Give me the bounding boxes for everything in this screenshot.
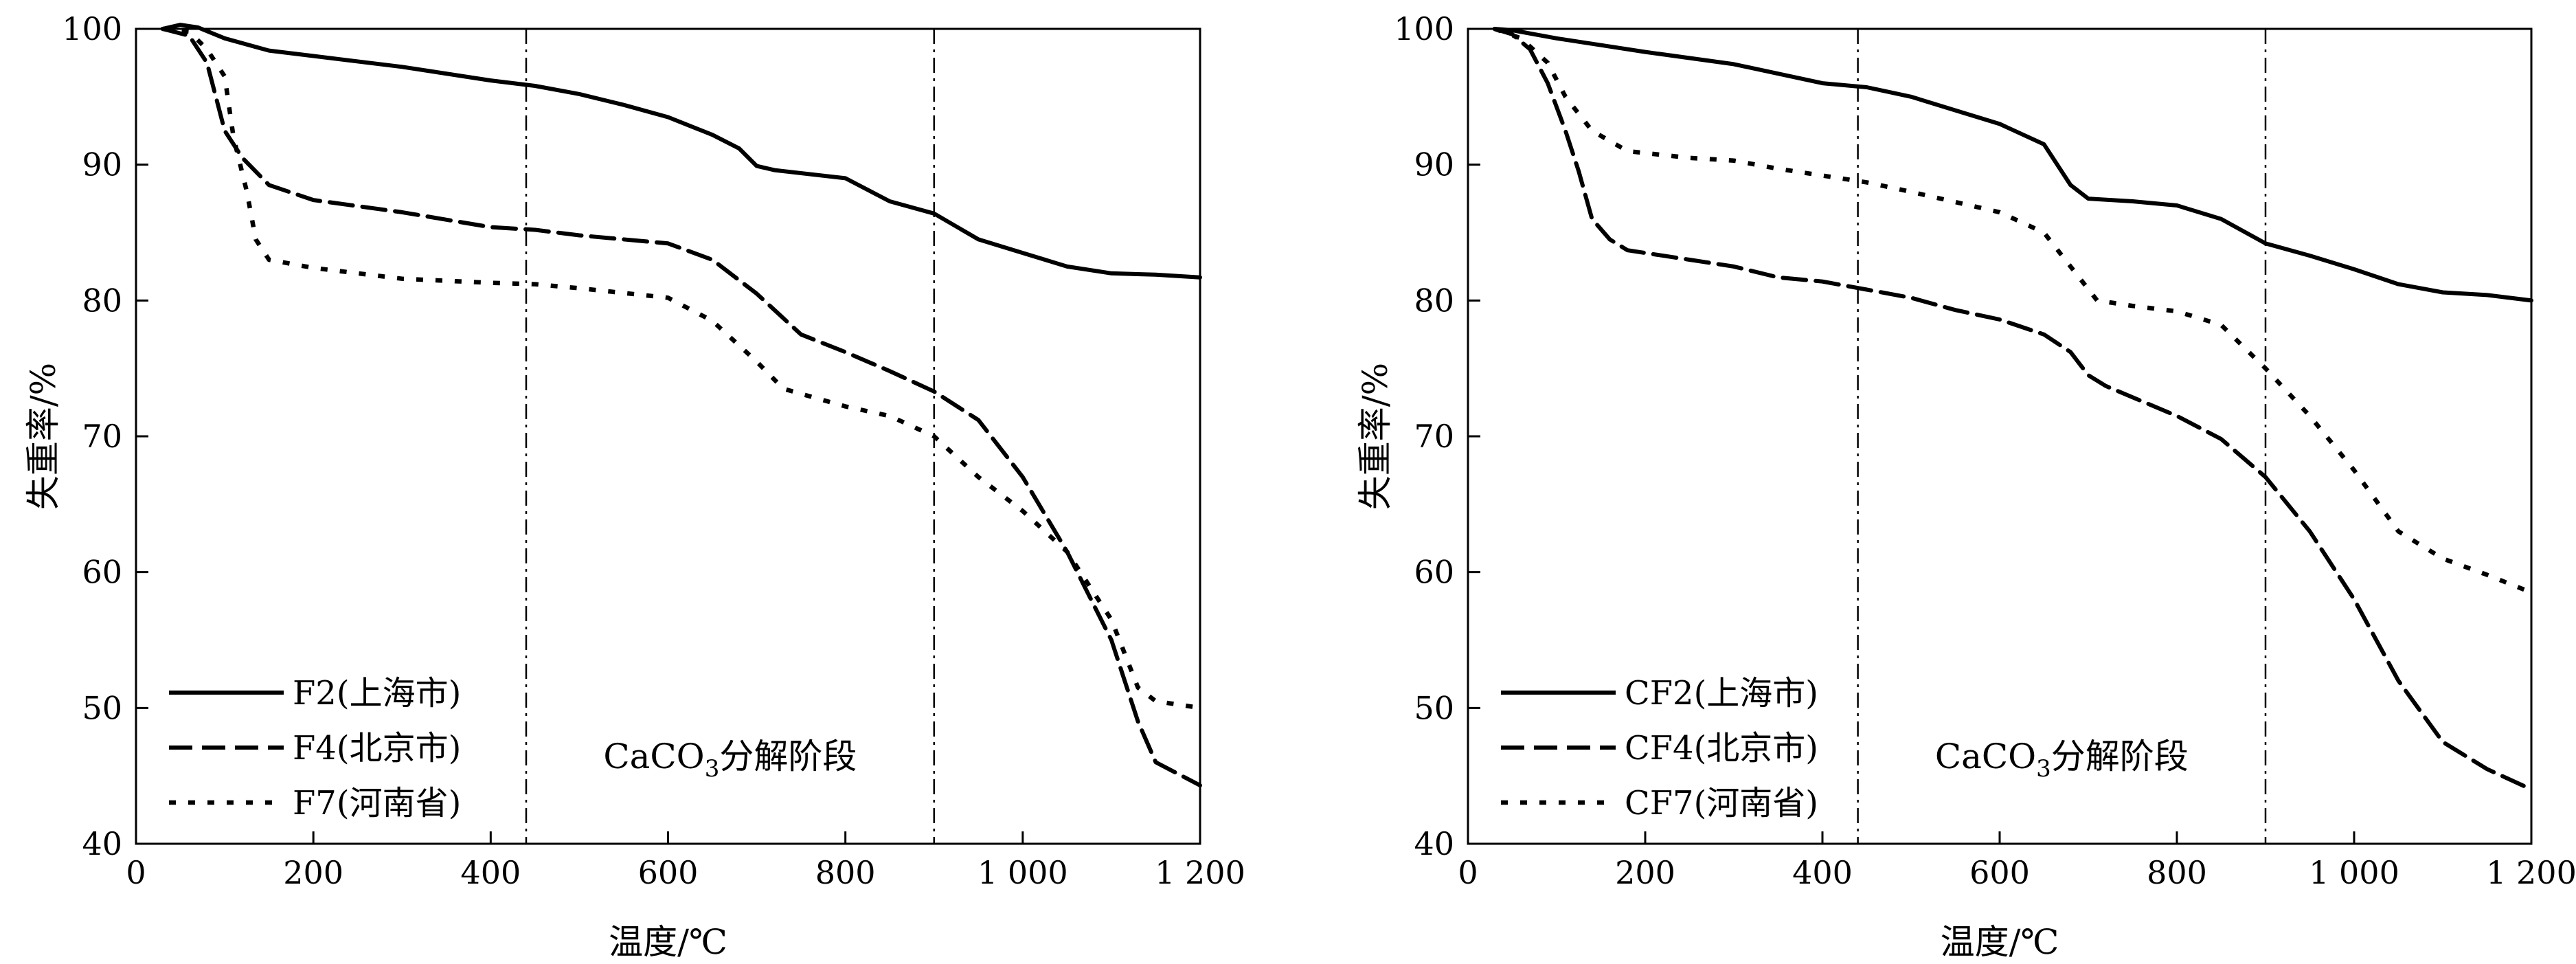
chart-0-legend: F2(上海市) F4(北京市) F7(河南省) bbox=[169, 674, 461, 822]
chart-0-x-tick-label-5: 1 000 bbox=[978, 854, 1068, 891]
chart-0-x-tick-label-6: 1 200 bbox=[1155, 854, 1245, 891]
chart-1-annotation-label: CaCO3分解阶段 bbox=[1935, 737, 2189, 783]
chart-1-x-tick-label-1: 200 bbox=[1615, 854, 1675, 891]
chart-1-y-tick-label-0: 40 bbox=[1414, 825, 1454, 862]
chart-0-legend-label-1: F4(北京市) bbox=[293, 729, 461, 767]
chart-1-x-tick-label-0: 0 bbox=[1458, 854, 1478, 891]
chart-1-legend-label-2: CF7(河南省) bbox=[1625, 784, 1818, 822]
chart-0-x-tick-label-3: 600 bbox=[638, 854, 699, 891]
chart-0-y-tick-label-2: 60 bbox=[82, 554, 122, 591]
chart-0-plot-frame bbox=[135, 27, 1201, 845]
chart-0-y-tick-label-6: 100 bbox=[62, 10, 122, 47]
chart-1-series-line-1 bbox=[1492, 27, 2533, 792]
chart-0-x-tick-label-0: 0 bbox=[126, 854, 146, 891]
chart-1-legend-label-0: CF2(上海市) bbox=[1625, 674, 1818, 713]
chart-1-legend: CF2(上海市) CF4(北京市) CF7(河南省) bbox=[1501, 674, 1818, 822]
chart-1-y-tick-label-6: 100 bbox=[1394, 10, 1454, 47]
chart-0-y-tick-label-0: 40 bbox=[82, 825, 122, 862]
chart-1-series-line-2 bbox=[1493, 26, 2533, 595]
chart-1-x-axis-title: 温度/℃ bbox=[1941, 922, 2059, 962]
chart-1-y-tick-label-1: 50 bbox=[1414, 689, 1454, 726]
chart-0-x-tick-label-2: 400 bbox=[460, 854, 521, 891]
chart-0-legend-label-2: F7(河南省) bbox=[293, 784, 461, 822]
chart-0-series-line-1 bbox=[160, 27, 1202, 787]
chart-1-plot-frame bbox=[1467, 27, 2533, 845]
chart-1-x-tick-label-6: 1 200 bbox=[2486, 854, 2576, 891]
chart-1-y-tick-label-5: 90 bbox=[1414, 146, 1454, 183]
chart-1-legend-label-1: CF4(北京市) bbox=[1625, 729, 1818, 767]
chart-1-x-tick-label-2: 400 bbox=[1792, 854, 1853, 891]
chart-1-x-tick-label-4: 800 bbox=[2147, 854, 2207, 891]
chart-panel-left: 0 200 400 600 800 1 000 1 200 40 50 60 70 80 90 100 温度… bbox=[23, 10, 1245, 962]
chart-1-x-tick-label-3: 600 bbox=[1969, 854, 2030, 891]
chart-0-y-tick-label-4: 80 bbox=[82, 282, 122, 319]
chart-1-y-axis-title: 失重率/% bbox=[1355, 363, 1395, 510]
chart-0-y-tick-label-1: 50 bbox=[82, 689, 122, 726]
chart-1-y-tick-label-3: 70 bbox=[1414, 418, 1454, 455]
chart-0-legend-label-0: F2(上海市) bbox=[293, 674, 461, 713]
chart-0-annotation-label: CaCO3分解阶段 bbox=[603, 737, 857, 783]
chart-0-y-axis-title: 失重率/% bbox=[23, 363, 63, 510]
chart-0-y-tick-label-3: 70 bbox=[82, 418, 122, 455]
chart-0-y-tick-label-5: 90 bbox=[82, 146, 122, 183]
chart-0-x-axis-title: 温度/℃ bbox=[609, 922, 727, 962]
chart-0-x-tick-label-1: 200 bbox=[283, 854, 343, 891]
chart-0-series-line-0 bbox=[160, 23, 1202, 280]
chart-1-y-tick-label-2: 60 bbox=[1414, 554, 1454, 591]
chart-0-series-line-2 bbox=[162, 26, 1201, 710]
chart-1-x-tick-label-5: 1 000 bbox=[2309, 854, 2399, 891]
chart-1-series-line-0 bbox=[1492, 27, 2533, 303]
chart-0-x-tick-label-4: 800 bbox=[815, 854, 876, 891]
chart-panel-right: 0 200 400 600 800 1 000 1 200 40 50 60 70 80 90 100 温度… bbox=[1355, 10, 2576, 962]
chart-1-y-tick-label-4: 80 bbox=[1414, 282, 1454, 319]
